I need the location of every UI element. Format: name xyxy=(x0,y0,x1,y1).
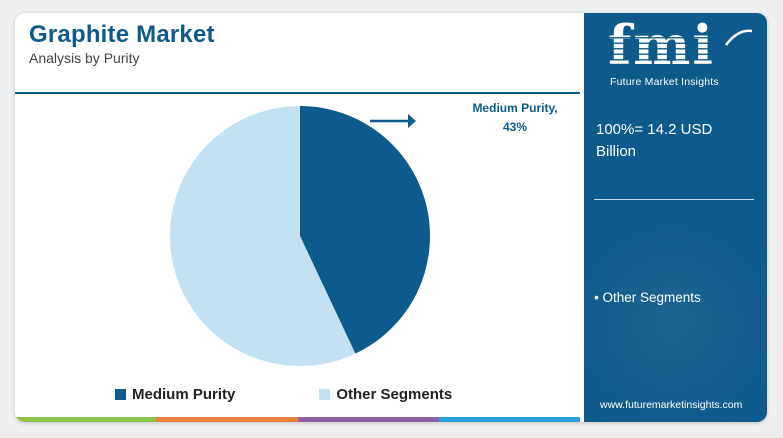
pie-slice-medium-purity xyxy=(300,106,430,354)
legend-swatch-other-segments xyxy=(319,389,331,400)
legend-label-medium-purity: Medium Purity xyxy=(132,386,236,403)
legend-label-other-segments: Other Segments xyxy=(336,386,453,403)
page-subtitle: Analysis by Purity xyxy=(29,50,140,66)
logo-tagline: Future Market Insights xyxy=(610,76,719,88)
sidebar-bullet-item: • Other Segments xyxy=(594,290,701,305)
market-total-line1: 100%= 14.2 USD xyxy=(596,121,713,138)
accent-green xyxy=(15,417,157,422)
website-link[interactable]: www.futuremarketinsights.com xyxy=(600,399,743,411)
callout-label: Medium Purity, xyxy=(472,101,558,115)
logo-stripes xyxy=(604,33,739,73)
color-accent-bar xyxy=(15,417,580,422)
legend-item-other-segments: Other Segments xyxy=(319,386,452,403)
legend-swatch-medium-purity xyxy=(115,389,126,400)
slice-callout: Medium Purity, 43% xyxy=(460,99,570,137)
market-total-line2: Billion xyxy=(596,143,637,160)
accent-blue xyxy=(438,417,580,422)
chart-card: Graphite Market Analysis by Purity Mediu… xyxy=(15,13,767,422)
sidebar-divider xyxy=(594,199,754,200)
sidebar-texture xyxy=(584,193,767,422)
accent-purple xyxy=(297,417,439,422)
pie-slice-other-segments xyxy=(170,105,356,366)
callout-value: 43% xyxy=(502,120,528,134)
chart-legend: Medium Purity Other Segments xyxy=(115,386,536,403)
market-total: 100%= 14.2 USD Billion xyxy=(596,119,761,163)
logo-swoosh-icon xyxy=(725,29,753,46)
sidebar-panel: fmi Future Market Insights 100%= 14.2 US… xyxy=(584,13,767,422)
callout-arrow xyxy=(370,114,416,128)
legend-item-medium-purity: Medium Purity xyxy=(115,386,235,403)
header-divider xyxy=(15,92,580,94)
pie-chart xyxy=(170,105,430,366)
page-title: Graphite Market xyxy=(29,21,215,48)
accent-orange xyxy=(156,417,298,422)
